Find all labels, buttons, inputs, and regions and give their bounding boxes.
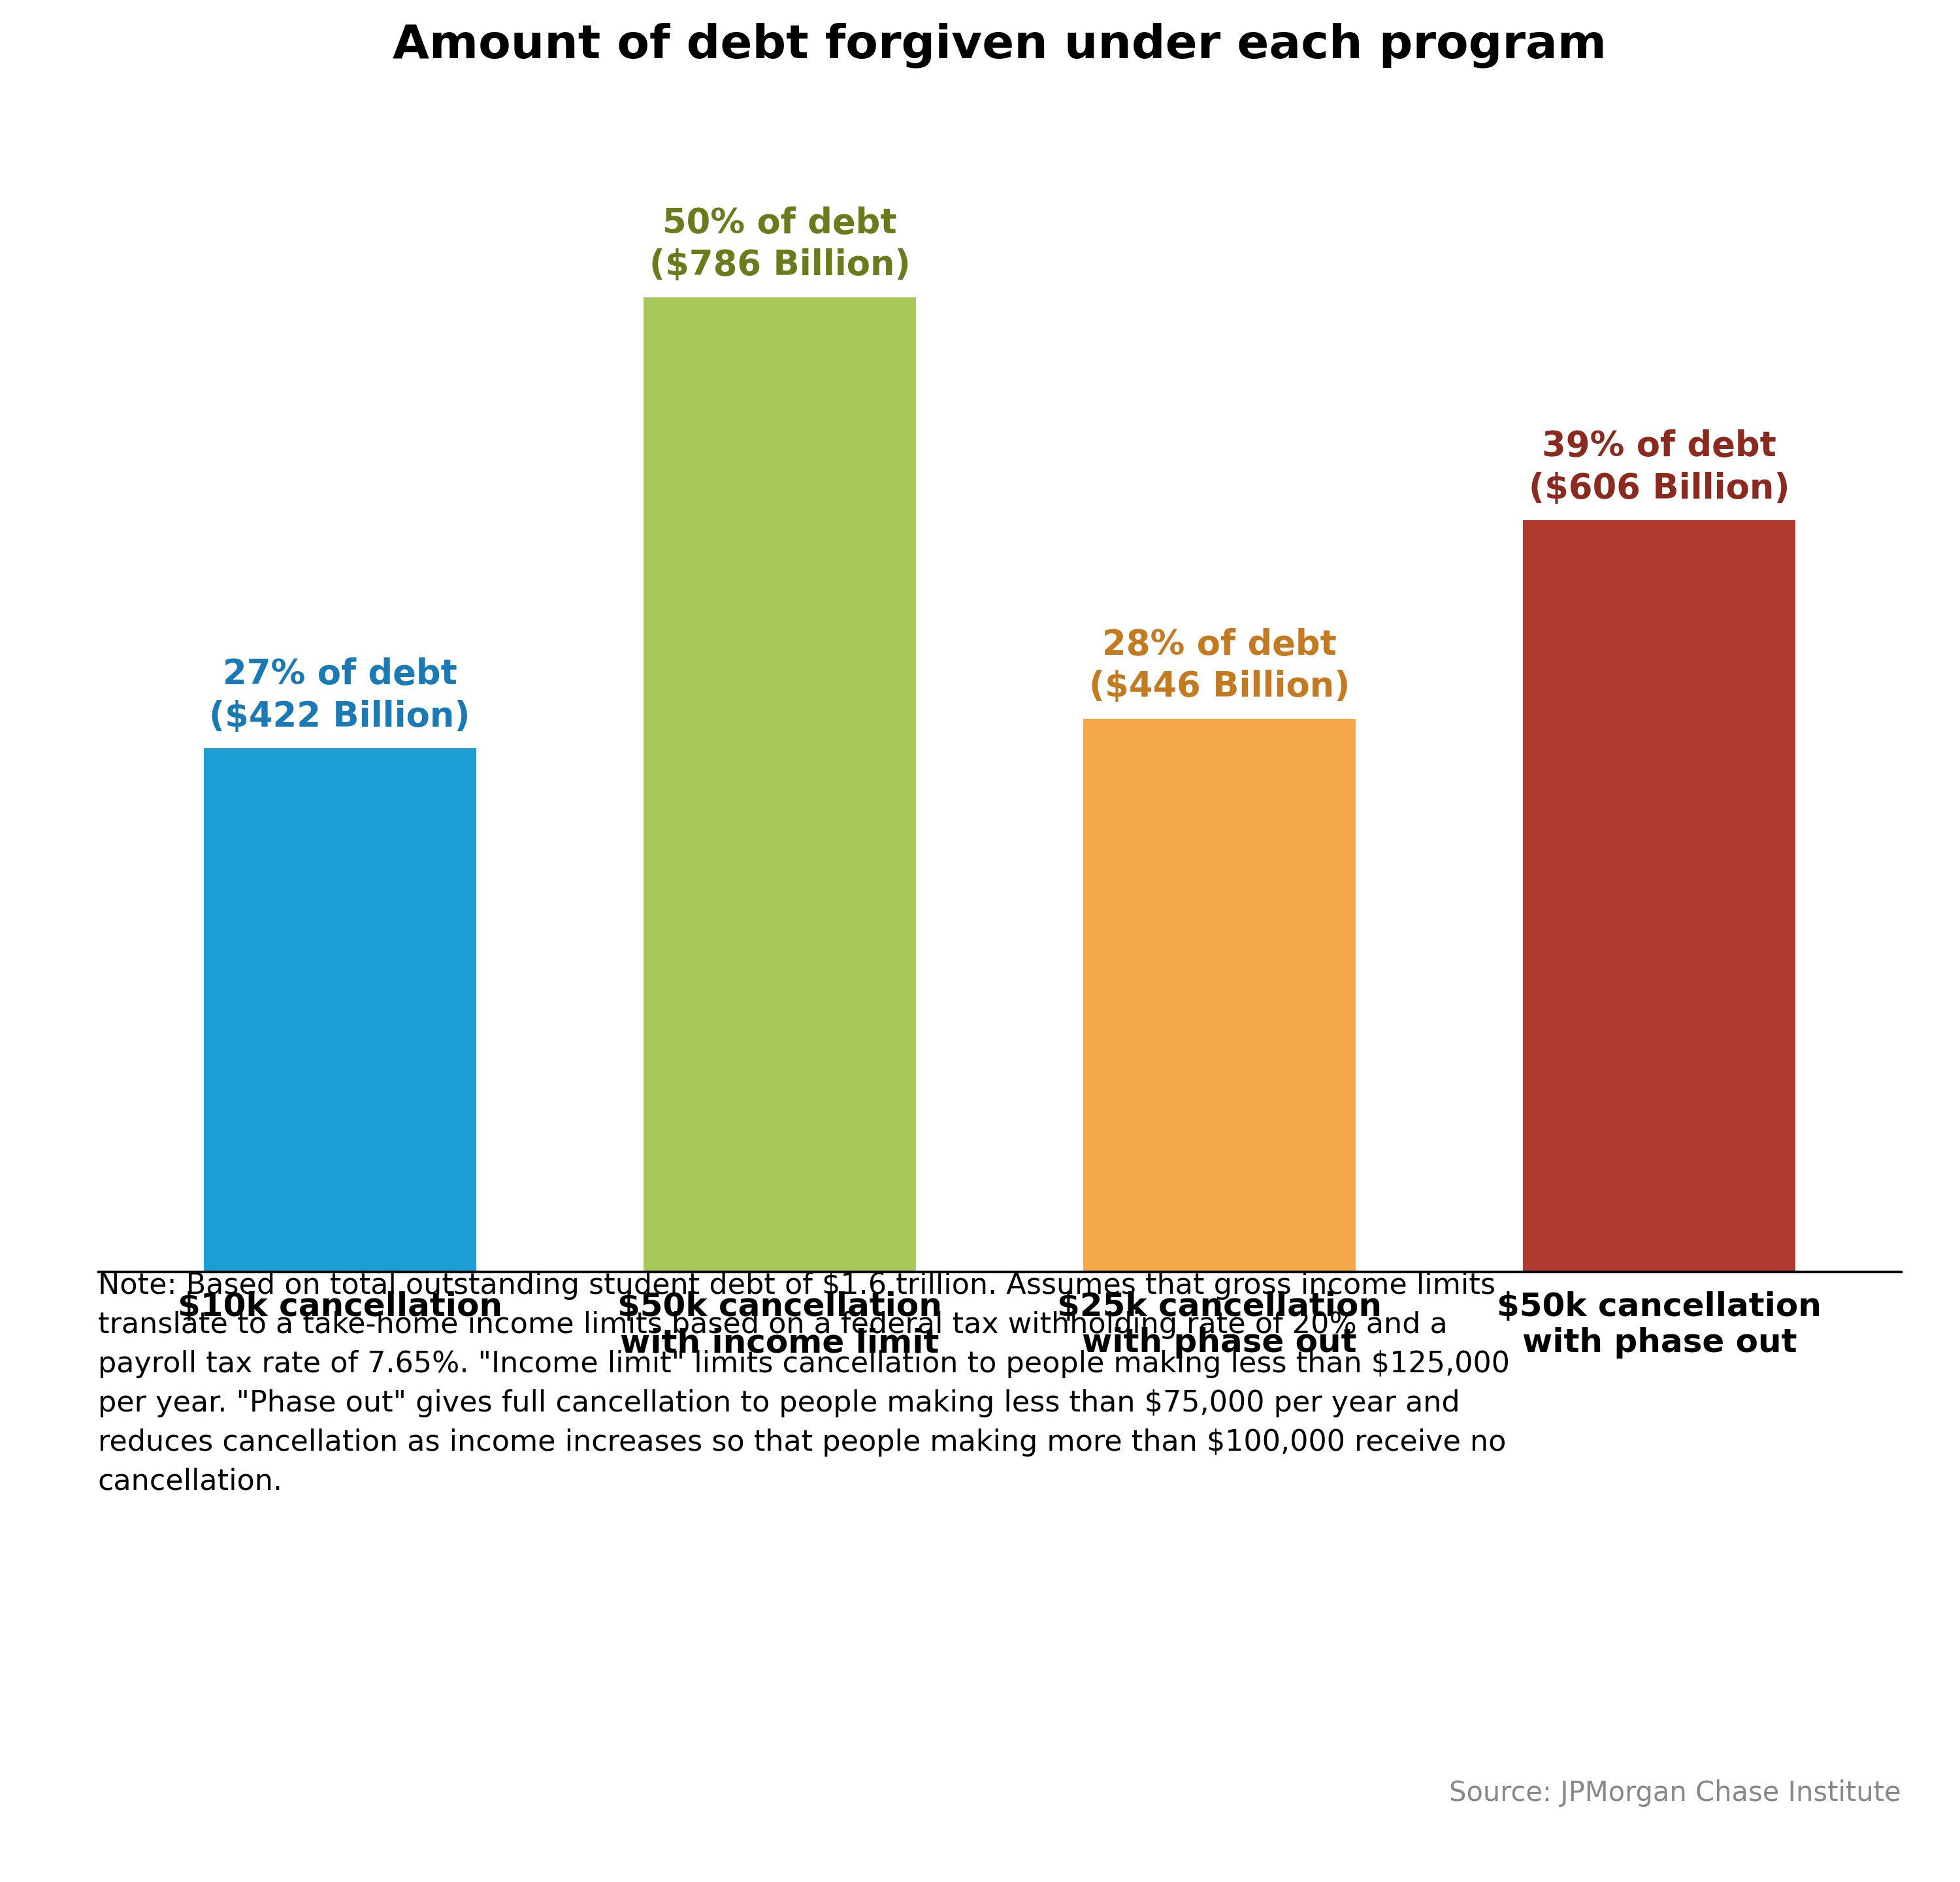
Text: Source: JPMorgan Chase Institute: Source: JPMorgan Chase Institute — [1448, 1778, 1901, 1807]
Bar — [204, 749, 476, 1272]
Text: 50% of debt
($786 Billion): 50% of debt ($786 Billion) — [649, 207, 909, 282]
Text: Note: Based on total outstanding student debt of $1.6 trillion. Assumes that gro: Note: Based on total outstanding student… — [98, 1272, 1509, 1496]
Text: 27% of debt
($422 Billion): 27% of debt ($422 Billion) — [210, 657, 470, 734]
Bar — [1084, 719, 1356, 1272]
Text: 39% of debt
($606 Billion): 39% of debt ($606 Billion) — [1529, 429, 1789, 506]
Title: Amount of debt forgiven under each program: Amount of debt forgiven under each progr… — [392, 23, 1607, 68]
Bar — [1523, 521, 1795, 1272]
Bar — [643, 297, 915, 1272]
Text: 28% of debt
($446 Billion): 28% of debt ($446 Billion) — [1090, 629, 1350, 704]
